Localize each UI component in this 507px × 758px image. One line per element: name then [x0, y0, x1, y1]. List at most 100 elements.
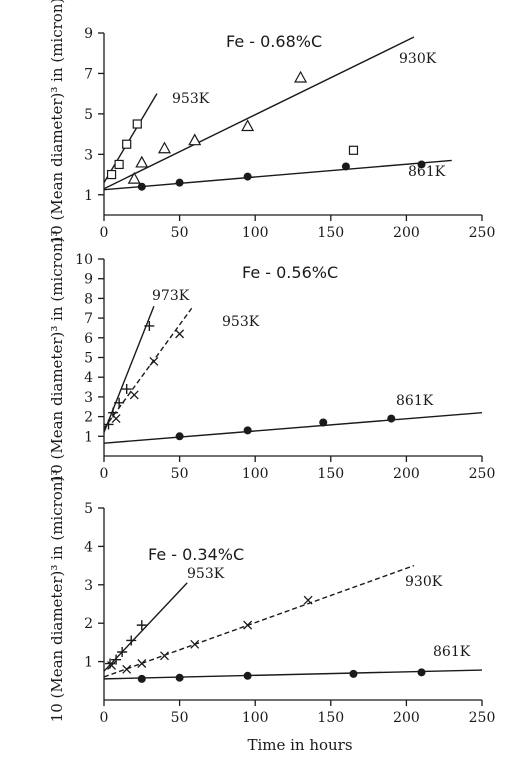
x-tick-label: 150: [317, 225, 344, 241]
x-tick-label: 100: [242, 710, 269, 726]
x-axis-label: Time in hours: [247, 736, 352, 754]
data-point-953K: [129, 390, 139, 400]
x-tick-label: 50: [171, 466, 189, 482]
data-marks: 0 50 100 150 200 250 1 2 3 4 5: [84, 501, 495, 726]
x-tick-label: 0: [100, 466, 109, 482]
data-point-861K: [319, 418, 328, 427]
data-marks: 0 50 100 150 200 250 1 3 5 7 9: [84, 26, 495, 241]
data-marks: 0 50 100 150 200 250 1 2 3 4 5 6 7 8 9 10: [75, 252, 495, 482]
y-axis-label: 10 (Mean diameter)³ in (micron)³: [48, 470, 66, 723]
data-point-930K: [188, 133, 202, 146]
y-tick-label: 10: [75, 252, 93, 268]
x-tick-label: 50: [171, 225, 189, 241]
data-point-930K: [294, 70, 308, 83]
x-tick-label: 0: [100, 225, 109, 241]
x-tick-label: 0: [100, 710, 109, 726]
y-tick-label: 7: [84, 311, 93, 327]
data-point-861K: [341, 162, 350, 171]
data-point-861K: [417, 160, 426, 169]
data-point-973K: [121, 384, 132, 395]
y-axis-label-line1: 10 (Mean diameter)³ in (micron)³: [48, 0, 66, 244]
x-tick-label: 200: [393, 225, 420, 241]
x-tick-label: 250: [469, 225, 496, 241]
data-point-953K: [126, 635, 137, 646]
data-point-953K: [111, 414, 121, 424]
data-point-861K: [175, 178, 184, 187]
data-point-953K: [132, 119, 142, 129]
fit-line-930K: [103, 36, 415, 190]
data-point-930K: [135, 155, 149, 168]
data-point-930K: [241, 119, 255, 132]
y-tick-label: 4: [84, 370, 93, 386]
y-tick-label: 2: [84, 410, 93, 426]
series-label-930k: 930K: [399, 51, 437, 67]
chart-title: Fe - 0.68%C: [226, 32, 322, 51]
data-point-930K: [190, 639, 200, 649]
y-tick-label: 5: [84, 351, 93, 367]
x-tick-label: 250: [469, 710, 496, 726]
y-tick-label: 6: [84, 331, 93, 347]
data-point-861K: [243, 426, 252, 435]
data-point-973K: [144, 320, 155, 331]
x-tick-label: 200: [393, 710, 420, 726]
series-label-930k: 930K: [405, 574, 443, 590]
data-point-953K: [111, 654, 122, 665]
fit-line-973K: [103, 306, 155, 433]
series-label-953k: 953K: [172, 91, 210, 107]
y-tick-label: 3: [84, 578, 93, 594]
data-point-953K: [136, 620, 147, 631]
series-label-953k: 953K: [187, 566, 225, 582]
fit-line-953K: [103, 93, 158, 184]
data-point-861K: [175, 432, 184, 441]
x-tick-label: 150: [317, 710, 344, 726]
series-label-861k: 861K: [396, 393, 434, 409]
chart-title: Fe - 0.34%C: [148, 545, 244, 564]
x-tick-label: 50: [171, 710, 189, 726]
data-point-930K: [160, 651, 169, 661]
data-point-930K: [137, 659, 147, 668]
y-tick-label: 1: [84, 188, 93, 204]
y-tick-label: 8: [84, 291, 93, 307]
panel-fe-056c: 10 (Mean diameter)³ in (micron)³ Fe - 0.…: [48, 231, 495, 484]
data-point-953K: [114, 159, 124, 170]
data-point-861K: [349, 669, 358, 678]
data-point-861K: [175, 673, 184, 682]
chart-title: Fe - 0.56%C: [242, 263, 338, 282]
data-point-861K: [243, 172, 252, 181]
data-point-953K: [122, 139, 132, 149]
fit-line-953K: [103, 307, 193, 429]
data-point-953K: [348, 145, 359, 155]
y-tick-label: 9: [84, 26, 93, 42]
data-point-861K: [137, 674, 146, 683]
y-axis-label: 10 (Mean diameter)³ in (micron)³: [48, 0, 66, 244]
y-tick-label: 3: [84, 147, 93, 163]
series-label-953k: 953K: [222, 314, 260, 330]
data-point-861K: [243, 671, 252, 680]
y-tick-label: 9: [84, 272, 93, 288]
y-tick-label: 2: [84, 616, 93, 632]
fit-line-861K: [103, 411, 483, 444]
data-point-930K: [107, 660, 117, 670]
series-label-861k: 861K: [433, 644, 471, 660]
panel-fe-068c: 10 (Mean diameter)³ in (micron)³ Fe - 0.…: [48, 0, 495, 244]
series-label-973k: 973K: [152, 288, 190, 304]
y-axis-label-line1: 10 (Mean diameter)³ in (micron)³: [48, 470, 66, 723]
series-label-861k: 861K: [408, 164, 446, 180]
y-tick-label: 7: [84, 66, 93, 82]
y-tick-label: 3: [84, 390, 93, 406]
data-point-861K: [387, 414, 396, 423]
y-tick-label: 4: [84, 539, 93, 555]
data-point-930K: [243, 620, 253, 630]
y-tick-label: 5: [84, 107, 93, 123]
data-point-953K: [149, 356, 159, 366]
data-point-973K: [114, 397, 125, 408]
data-point-930K: [122, 664, 132, 674]
data-point-953K: [117, 647, 128, 657]
x-tick-label: 150: [317, 466, 344, 482]
x-tick-label: 200: [393, 466, 420, 482]
x-tick-label: 100: [242, 225, 269, 241]
y-axis-label: 10 (Mean diameter)³ in (micron)³: [48, 231, 66, 484]
data-point-930K: [157, 141, 171, 154]
y-tick-label: 1: [84, 429, 93, 445]
